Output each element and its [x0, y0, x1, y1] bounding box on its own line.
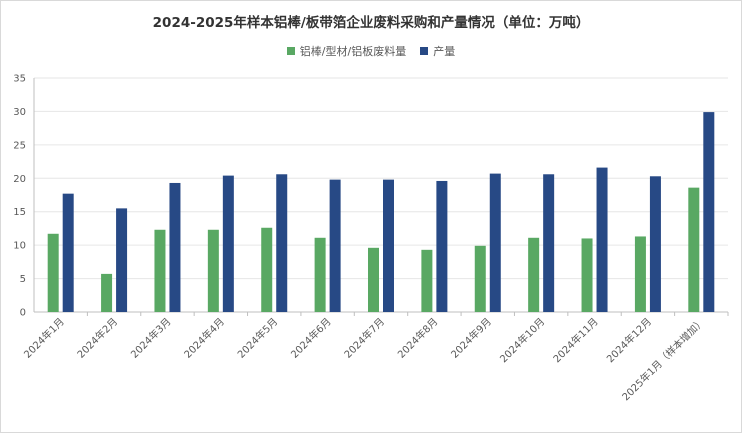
- x-tick-label: 2024年12月: [604, 315, 654, 365]
- legend: 铝棒/型材/铝板废料量 产量: [1, 43, 741, 59]
- bar-output: [543, 174, 555, 312]
- x-tick-label: 2024年4月: [181, 315, 227, 361]
- y-tick-label: 25: [13, 140, 26, 151]
- bar-output: [222, 175, 234, 312]
- bar-scrap: [581, 238, 593, 312]
- bar-scrap: [207, 229, 219, 312]
- y-tick-label: 15: [13, 207, 26, 218]
- bar-output: [436, 180, 448, 312]
- x-tick-label: 2024年1月: [21, 315, 67, 361]
- y-tick-label: 20: [13, 174, 26, 185]
- bar-scrap: [154, 229, 166, 312]
- bar-output: [489, 173, 501, 312]
- legend-label-scrap: 铝棒/型材/铝板废料量: [299, 45, 407, 58]
- x-tick-label: 2024年6月: [288, 315, 334, 361]
- x-tick-label: 2025年1月（样本增加）: [619, 315, 707, 403]
- bar-scrap: [261, 227, 273, 312]
- x-tick-label: 2024年10月: [497, 315, 547, 365]
- y-tick-label: 10: [13, 241, 26, 252]
- x-tick-label: 2024年11月: [550, 315, 600, 365]
- legend-item-output[interactable]: 产量: [420, 43, 455, 59]
- bar-output: [62, 193, 74, 312]
- legend-item-scrap[interactable]: 铝棒/型材/铝板废料量: [286, 43, 407, 59]
- bar-scrap: [368, 247, 379, 312]
- bar-scrap: [634, 236, 646, 312]
- x-tick-label: 2024年8月: [395, 315, 441, 361]
- legend-swatch-output: [420, 47, 429, 55]
- y-tick-label: 5: [20, 274, 26, 285]
- x-tick-label: 2024年5月: [235, 315, 281, 361]
- bar-scrap: [474, 245, 486, 312]
- bar-output: [169, 182, 181, 312]
- bar-output: [596, 167, 608, 312]
- legend-label-output: 产量: [433, 45, 456, 58]
- bar-scrap: [314, 237, 326, 312]
- bar-output: [383, 179, 394, 312]
- bar-output: [329, 179, 341, 312]
- x-tick-label: 2024年3月: [128, 315, 174, 361]
- y-tick-label: 35: [13, 74, 26, 85]
- chart-title: 2024-2025年样本铝棒/板带箔企业废料采购和产量情况（单位：万吨）: [152, 15, 590, 31]
- bar-scrap: [421, 249, 433, 312]
- bar-scrap: [688, 187, 700, 312]
- bar-scrap: [528, 237, 540, 312]
- bar-output: [116, 208, 128, 312]
- bar-output: [703, 112, 715, 313]
- legend-swatch-scrap: [286, 47, 295, 55]
- bar-output: [649, 176, 661, 312]
- bar-scrap: [47, 233, 59, 312]
- y-tick-label: 30: [13, 107, 26, 118]
- x-tick-label: 2024年9月: [448, 315, 494, 361]
- x-tick-label: 2024年7月: [341, 315, 387, 361]
- bar-output: [276, 174, 288, 312]
- x-tick-label: 2024年2月: [74, 315, 120, 361]
- y-tick-label: 0: [20, 308, 26, 319]
- bar-scrap: [101, 273, 113, 312]
